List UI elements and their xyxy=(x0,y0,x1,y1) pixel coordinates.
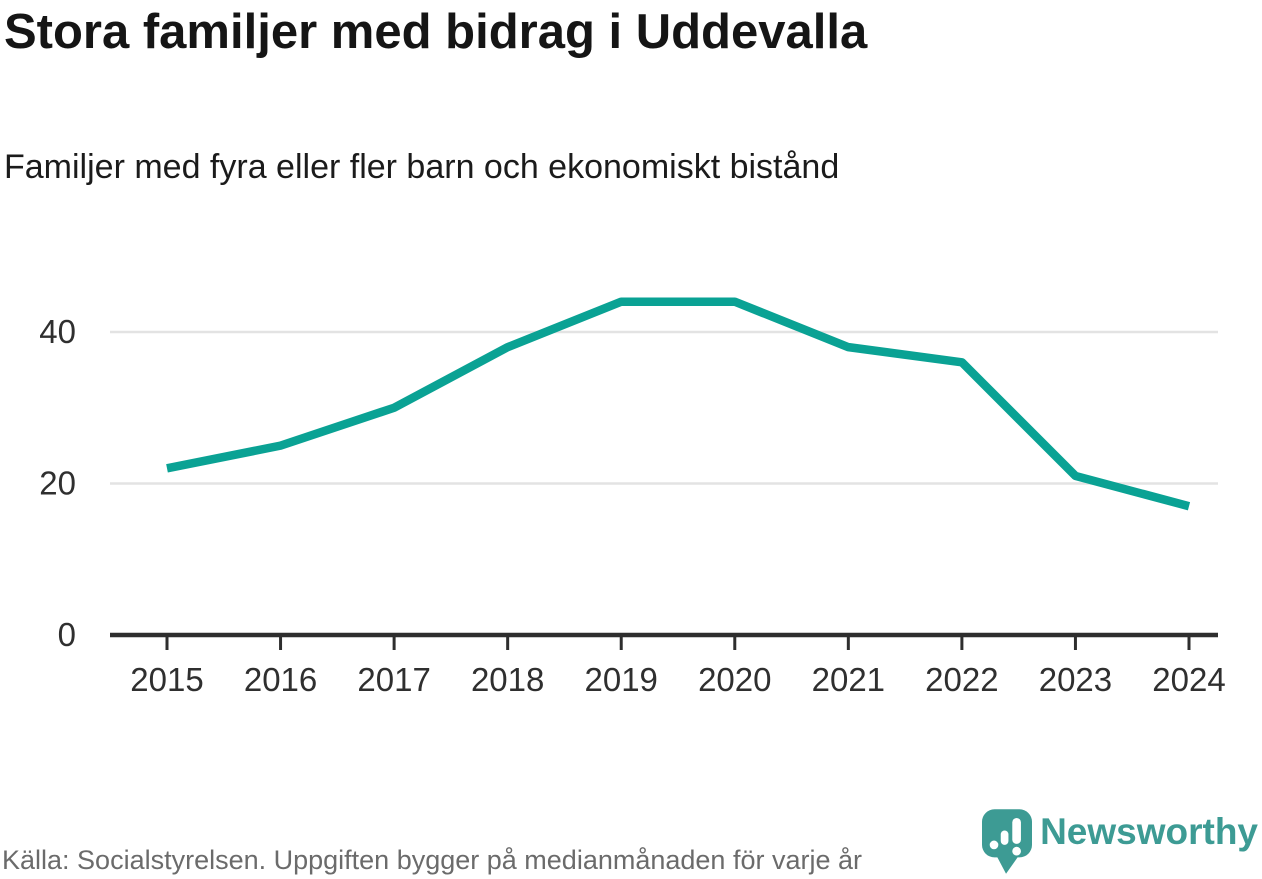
x-tick-label: 2017 xyxy=(357,661,430,698)
x-tick-label: 2023 xyxy=(1039,661,1112,698)
y-tick-label: 0 xyxy=(58,616,76,653)
x-tick-label: 2019 xyxy=(585,661,658,698)
y-tick-label: 20 xyxy=(39,465,76,502)
y-tick-label: 40 xyxy=(39,313,76,350)
x-tick-label: 2021 xyxy=(812,661,885,698)
page-title: Stora familjer med bidrag i Uddevalla xyxy=(4,5,868,59)
data-line xyxy=(166,297,1191,511)
newsworthy-wordmark: Newsworthy xyxy=(1040,811,1258,852)
x-tick-label: 2018 xyxy=(471,661,544,698)
chart-subtitle: Familjer med fyra eller fler barn och ek… xyxy=(4,148,840,186)
x-tick-label: 2016 xyxy=(244,661,317,698)
newsworthy-logo[interactable]: Newsworthy xyxy=(982,809,1258,875)
line-chart-svg: 2015 2016 2017 2018 2019 2020 2021 2022 2023 2024… xyxy=(39,297,1226,698)
x-tick-label: 2022 xyxy=(925,661,998,698)
x-tick-label: 2015 xyxy=(130,661,203,698)
x-tick-label: 2024 xyxy=(1152,661,1225,698)
newsworthy-pin-icon xyxy=(982,809,1033,874)
x-tick-label: 2020 xyxy=(698,661,771,698)
source-note: Källa: Socialstyrelsen. Uppgiften bygger… xyxy=(2,845,862,875)
line-chart: 2015 2016 2017 2018 2019 2020 2021 2022 2023 2024… xyxy=(0,250,1262,710)
